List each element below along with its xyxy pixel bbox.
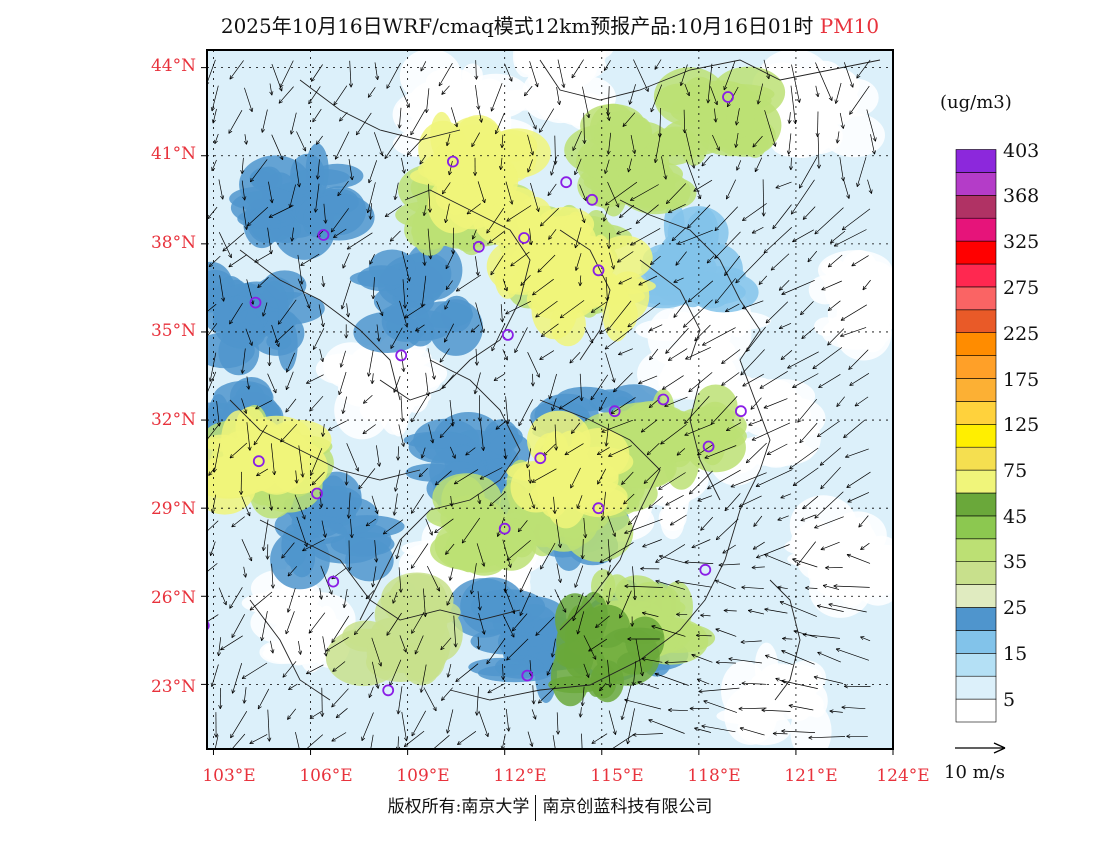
lon-label: 106°E [296, 766, 356, 786]
concentration-patch [357, 265, 405, 291]
concentration-patch [484, 200, 542, 243]
colorbar-label: 275 [1003, 277, 1039, 299]
lon-label: 115°E [587, 766, 647, 786]
colorbar-label: 175 [1003, 369, 1039, 391]
concentration-patch [528, 68, 552, 89]
concentration-patch [382, 650, 426, 674]
colorbar-swatch [956, 585, 996, 608]
colorbar-swatch [956, 333, 996, 356]
concentration-patch [630, 405, 683, 426]
copyright-right: 南京创蓝科技有限公司 [542, 797, 712, 817]
colorbar-label: 15 [1003, 643, 1027, 665]
colorbar-swatch [956, 562, 996, 585]
colorbar-label: 5 [1003, 689, 1015, 711]
concentration-patch [193, 456, 263, 498]
copyright-divider [535, 795, 536, 821]
colorbar-label: 368 [1003, 185, 1039, 207]
concentration-patch [531, 223, 569, 240]
lat-label: 29°N [140, 499, 196, 519]
concentration-patch [634, 463, 655, 485]
lat-label: 44°N [140, 56, 196, 76]
colorbar-label: 325 [1003, 231, 1039, 253]
concentration-patch [229, 186, 295, 211]
colorbar-label: 225 [1003, 323, 1039, 345]
concentration-patch [213, 296, 264, 347]
colorbar-swatch [956, 195, 996, 218]
concentration-patch [792, 681, 817, 706]
copyright-left: 版权所有:南京大学 [388, 797, 530, 817]
colorbar-label: 403 [1003, 140, 1039, 162]
concentration-patch [829, 511, 887, 558]
concentration-patch [478, 664, 552, 682]
colorbar-swatch [956, 608, 996, 631]
lat-label: 35°N [140, 321, 196, 341]
concentration-patch [555, 641, 593, 669]
colorbar-swatch [956, 676, 996, 699]
colorbar-swatch [956, 401, 996, 424]
colorbar-label: 75 [1003, 460, 1027, 482]
concentration-patch [550, 303, 586, 347]
lat-label: 32°N [140, 410, 196, 430]
concentration-patch [594, 111, 651, 157]
colorbar-swatch [956, 470, 996, 493]
lon-label: 109°E [393, 766, 453, 786]
concentration-patch [650, 429, 706, 461]
lon-label: 118°E [684, 766, 744, 786]
lat-label: 26°N [140, 588, 196, 608]
colorbar-label: 45 [1003, 506, 1027, 528]
lon-label: 103°E [199, 766, 259, 786]
lat-label: 41°N [140, 144, 196, 164]
colorbar-label: 125 [1003, 414, 1039, 436]
colorbar [956, 150, 996, 723]
colorbar-swatch [956, 310, 996, 333]
colorbar-swatch [956, 493, 996, 516]
colorbar-units: (ug/m3) [940, 92, 1012, 113]
colorbar-label: 35 [1003, 551, 1027, 573]
concentration-patch [806, 531, 832, 565]
lat-label: 38°N [140, 233, 196, 253]
concentration-patch [591, 660, 624, 702]
concentration-patch [645, 140, 669, 189]
colorbar-swatch [956, 218, 996, 241]
colorbar-label: 25 [1003, 597, 1027, 619]
colorbar-swatch [956, 699, 996, 722]
colorbar-swatch [956, 241, 996, 264]
lon-label: 124°E [873, 766, 933, 786]
colorbar-swatch [956, 516, 996, 539]
colorbar-swatch [956, 172, 996, 195]
colorbar-swatch [956, 287, 996, 310]
colorbar-swatch [956, 264, 996, 287]
concentration-patch [525, 241, 601, 282]
colorbar-swatch [956, 539, 996, 562]
wind-reference-label: 10 m/s [944, 762, 1005, 783]
colorbar-swatch [956, 653, 996, 676]
concentration-patch [840, 575, 865, 607]
concentration-patch [236, 407, 266, 448]
lat-label: 23°N [140, 677, 196, 697]
colorbar-swatch [956, 379, 996, 402]
concentration-patch [204, 435, 238, 452]
concentration-patch [774, 414, 821, 462]
concentration-patch [180, 384, 207, 407]
concentration-patch [752, 379, 815, 413]
colorbar-swatch [956, 356, 996, 379]
concentration-patch [743, 678, 781, 701]
concentration-patch [281, 524, 308, 568]
concentration-patch [584, 605, 630, 648]
concentration-patch [410, 166, 479, 186]
colorbar-swatch [956, 150, 996, 173]
colorbar-swatch [956, 424, 996, 447]
copyright-footer: 版权所有:南京大学南京创蓝科技有限公司 [0, 792, 1100, 821]
wind-reference-arrow [955, 743, 1005, 753]
lon-label: 121°E [781, 766, 841, 786]
colorbar-swatch [956, 447, 996, 470]
colorbar-swatch [956, 630, 996, 653]
lon-label: 112°E [490, 766, 550, 786]
